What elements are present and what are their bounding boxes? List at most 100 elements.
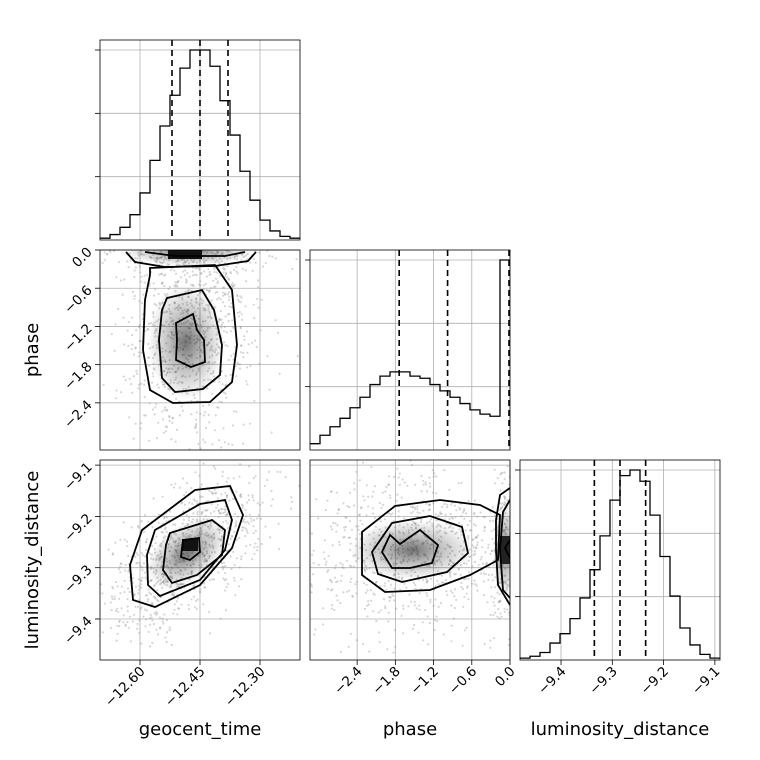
- sample-point: [113, 598, 116, 601]
- sample-point: [249, 261, 252, 264]
- sample-point: [434, 598, 437, 601]
- sample-point: [483, 516, 486, 519]
- sample-point: [189, 222, 191, 224]
- sample-point: [288, 435, 290, 437]
- sample-point: [103, 258, 106, 261]
- sample-point: [224, 315, 227, 318]
- sample-point: [194, 247, 196, 249]
- sample-point: [476, 515, 479, 518]
- sample-point: [389, 583, 392, 586]
- sample-point: [304, 598, 306, 600]
- sample-point: [489, 646, 492, 649]
- sample-point: [238, 119, 240, 121]
- sample-point: [194, 273, 197, 276]
- sample-point: [327, 554, 330, 558]
- sample-point: [190, 246, 192, 248]
- sample-point: [307, 279, 309, 281]
- sample-point: [178, 486, 181, 489]
- sample-point: [357, 528, 360, 532]
- sample-point: [310, 585, 313, 588]
- sample-point: [381, 491, 384, 494]
- sample-point: [239, 495, 242, 498]
- sample-point: [230, 567, 233, 571]
- sample-point: [562, 545, 564, 547]
- sample-point: [425, 483, 428, 486]
- sample-point: [378, 631, 381, 634]
- sample-point: [517, 554, 519, 556]
- sample-point: [217, 509, 220, 512]
- sample-point: [133, 594, 136, 597]
- sample-point: [169, 269, 173, 272]
- sample-point: [535, 570, 537, 572]
- sample-point: [524, 564, 526, 566]
- sample-point: [433, 629, 436, 632]
- sample-point: [111, 552, 115, 555]
- sample-point: [239, 493, 242, 497]
- sample-point: [230, 302, 233, 305]
- sample-point: [136, 562, 139, 565]
- sample-point: [245, 545, 248, 548]
- sample-point: [229, 454, 231, 456]
- sample-point: [168, 626, 171, 629]
- sample-point: [432, 502, 435, 505]
- sample-point: [78, 664, 80, 666]
- sample-point: [170, 593, 173, 597]
- sample-point: [375, 581, 378, 584]
- sample-point: [412, 581, 416, 585]
- sample-point: [139, 266, 142, 269]
- sample-point: [355, 592, 358, 595]
- xlabel-geocent-time: geocent_time: [139, 719, 262, 740]
- sample-point: [365, 583, 368, 586]
- sample-point: [222, 330, 226, 333]
- sample-point: [201, 229, 203, 231]
- sample-point: [329, 578, 332, 582]
- sample-point: [232, 268, 236, 271]
- sample-point: [125, 246, 127, 248]
- sample-point: [180, 501, 183, 504]
- sample-point: [159, 245, 161, 247]
- sample-point: [338, 543, 341, 547]
- sample-point: [232, 243, 234, 245]
- sample-point: [476, 589, 479, 592]
- sample-point: [247, 450, 249, 452]
- sample-point: [355, 580, 359, 583]
- sample-point: [233, 564, 236, 567]
- sample-point: [130, 333, 134, 337]
- sample-point: [147, 630, 150, 634]
- sample-point: [243, 457, 245, 459]
- sample-point: [151, 641, 154, 645]
- sample-point: [133, 297, 136, 300]
- ylabel-phase: phase: [22, 323, 43, 377]
- sample-point: [255, 558, 257, 560]
- sample-point: [467, 571, 471, 574]
- sample-point: [222, 266, 225, 269]
- sample-point: [126, 329, 129, 332]
- sample-point: [379, 585, 382, 588]
- sample-point: [333, 576, 337, 579]
- sample-point: [182, 270, 185, 273]
- y-tick-label: −9.2: [61, 511, 95, 545]
- sample-point: [261, 265, 265, 268]
- sample-point: [137, 578, 140, 581]
- sample-point: [366, 604, 369, 607]
- sample-point: [325, 560, 328, 563]
- sample-point: [491, 573, 494, 576]
- sample-point: [138, 585, 141, 588]
- sample-point: [138, 631, 141, 635]
- sample-point: [368, 650, 371, 653]
- sample-point: [238, 536, 241, 540]
- sample-point: [136, 622, 139, 626]
- sample-point: [398, 483, 401, 486]
- sample-point: [253, 546, 256, 549]
- sample-point: [176, 613, 179, 616]
- sample-point: [436, 619, 439, 623]
- sample-point: [196, 510, 199, 514]
- sample-point: [228, 295, 231, 298]
- sample-point: [137, 525, 140, 528]
- sample-point: [140, 642, 143, 645]
- x-tick-label: −9.4: [535, 664, 569, 698]
- sample-point: [440, 505, 444, 508]
- frame-hist-phase: [309, 249, 511, 451]
- sample-point: [238, 585, 241, 588]
- density-peak: [182, 539, 198, 551]
